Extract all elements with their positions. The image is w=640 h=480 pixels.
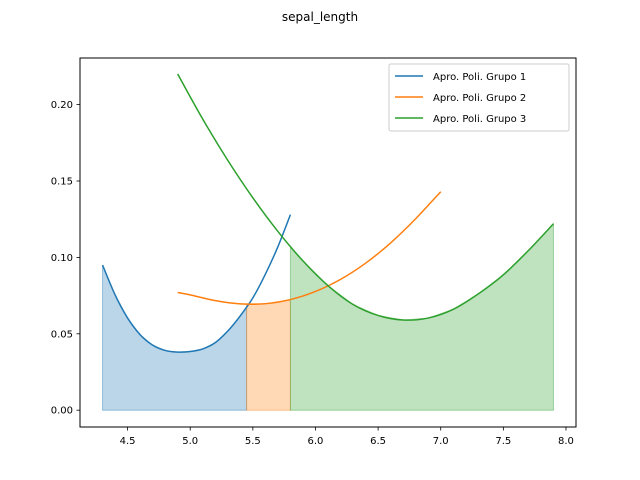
x-tick-label: 7.0 [433, 436, 449, 447]
chart-title: sepal_length [282, 10, 358, 24]
series-layer [101, 73, 554, 353]
legend-label-3: Apro. Poli. Grupo 3 [433, 114, 526, 125]
x-tick-label: 5.0 [182, 436, 198, 447]
y-tick-label: 0.20 [51, 100, 73, 111]
y-axis: 0.00 0.05 0.10 0.15 0.20 [51, 100, 80, 417]
y-tick-label: 0.10 [51, 253, 73, 264]
series-line-2 [177, 191, 442, 305]
y-tick-label: 0.15 [51, 177, 73, 188]
plot-area [79, 57, 577, 428]
x-tick-label: 7.5 [495, 436, 511, 447]
x-tick-label: 6.0 [308, 436, 324, 447]
legend: Apro. Poli. Grupo 1 Apro. Poli. Grupo 2 Ap… [388, 63, 570, 132]
legend-box [388, 63, 570, 132]
fill-area-series-2 [246, 298, 291, 411]
legend-label-2: Apro. Poli. Grupo 2 [433, 93, 526, 104]
series-line-1 [101, 214, 292, 353]
x-axis: 4.5 5.0 5.5 6.0 6.5 7.0 7.5 8.0 [120, 427, 574, 447]
x-tick-label: 6.5 [370, 436, 386, 447]
x-tick-label: 5.5 [245, 436, 261, 447]
legend-label-1: Apro. Poli. Grupo 1 [433, 72, 526, 83]
y-tick-label: 0.00 [51, 406, 73, 417]
fill-area-series-1 [102, 264, 248, 411]
fill-layer [102, 222, 554, 411]
x-tick-label: 8.0 [558, 436, 574, 447]
fill-area-series-3 [289, 222, 554, 411]
x-tick-label: 4.5 [120, 436, 136, 447]
y-tick-label: 0.05 [51, 329, 73, 340]
series-line-3 [177, 73, 554, 321]
